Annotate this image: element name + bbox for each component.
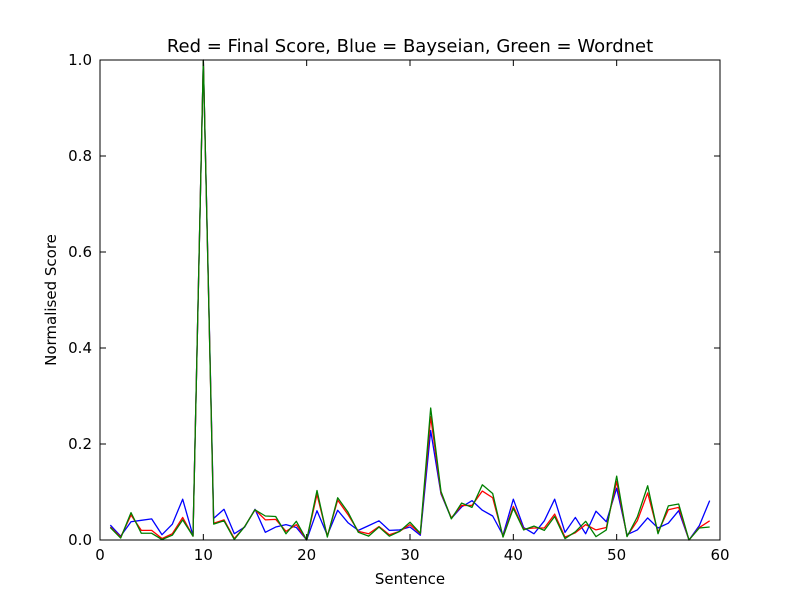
y-tick-label: 0.0 xyxy=(68,531,92,549)
y-tick-label: 0.4 xyxy=(68,339,92,357)
chart-title: Red = Final Score, Blue = Bayseian, Gree… xyxy=(167,36,653,57)
x-tick-label: 50 xyxy=(607,546,626,564)
y-tick-label: 0.8 xyxy=(68,147,92,165)
x-tick-label: 20 xyxy=(297,546,316,564)
series-layer xyxy=(109,59,711,541)
x-axis-label: Sentence xyxy=(375,570,445,588)
y-tick-label: 0.2 xyxy=(68,435,92,453)
x-tick-label: 30 xyxy=(400,546,419,564)
y-tick-label: 0.6 xyxy=(68,243,92,261)
x-tick-label: 10 xyxy=(194,546,213,564)
y-axis-label: Normalised Score xyxy=(42,234,60,366)
y-tick-label: 1.0 xyxy=(68,51,92,69)
x-tick-label: 0 xyxy=(95,546,105,564)
x-tick-label: 60 xyxy=(710,546,729,564)
ticks-layer: 0 10 20 30 40 50 60 0.0 0.2 0.4 0.6 0.8 1.0 xyxy=(68,51,729,564)
series-line-wordnet xyxy=(109,59,710,541)
x-tick-label: 40 xyxy=(504,546,523,564)
